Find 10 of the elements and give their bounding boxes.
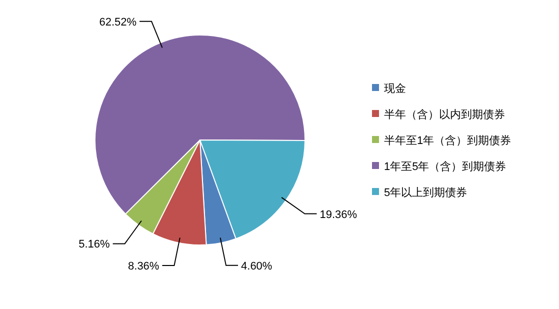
legend-label: 半年（含）以内到期债券 bbox=[384, 108, 505, 121]
data-label: 19.36% bbox=[320, 208, 358, 221]
legend-label: 1年至5年（含）到期债券 bbox=[384, 160, 506, 173]
legend-label: 半年至1年（含）到期债券 bbox=[384, 134, 512, 147]
data-label: 62.52% bbox=[99, 16, 137, 28]
data-label: 4.60% bbox=[241, 260, 272, 272]
data-label: 8.36% bbox=[128, 260, 160, 272]
data-label: 5.16% bbox=[78, 238, 110, 251]
legend-label: 5年以上到期债券 bbox=[384, 186, 468, 199]
legend-label: 现金 bbox=[384, 83, 406, 95]
